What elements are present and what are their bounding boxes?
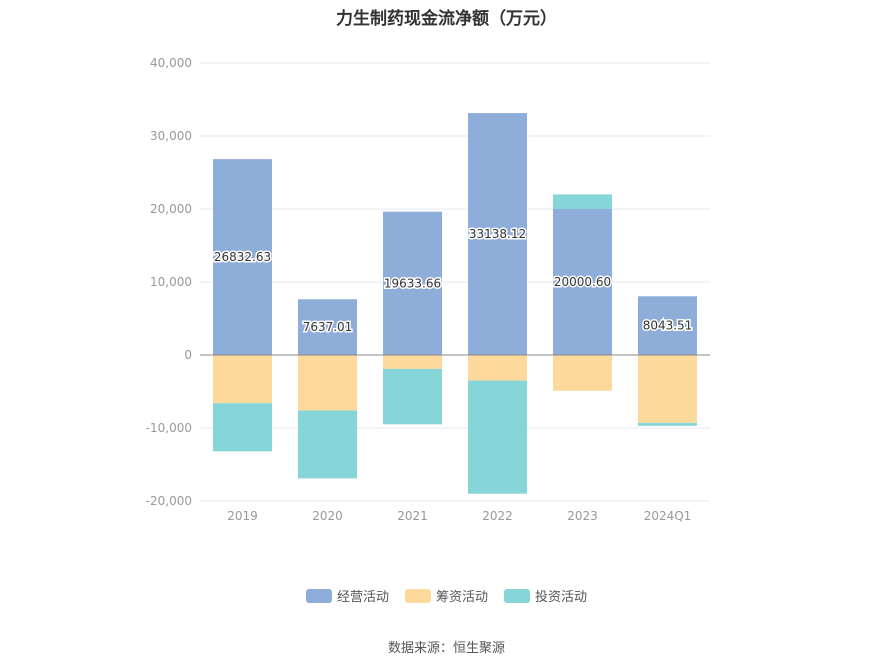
bar-segment (468, 380, 527, 494)
bar-segment (638, 355, 697, 423)
legend-label: 投资活动 (535, 590, 588, 605)
data-label: 20000.60 (554, 275, 611, 289)
bar-segment (468, 355, 527, 381)
legend-swatch (504, 588, 530, 603)
x-tick-label: 2022 (482, 509, 513, 523)
bar-segment (213, 403, 272, 452)
chart-title: 力生制药现金流净额（万元） (336, 9, 557, 29)
legend-swatch (404, 588, 431, 603)
bar-segment (468, 113, 527, 355)
data-label: 19633.66 (384, 276, 441, 290)
x-tick-label: 2019 (227, 509, 258, 523)
legend-label: 经营活动 (336, 590, 389, 605)
bar-segment (638, 296, 697, 355)
data-labels: 26832.63 7637.01 19633.66 33138.12 20000.60 8… (212, 226, 693, 336)
legend-item[interactable]: 投资活动 (504, 586, 587, 605)
bar-segment (553, 194, 612, 209)
bar-segment (298, 355, 357, 411)
legend-label: 筹资活动 (435, 590, 488, 605)
y-tick-label: 40,000 (150, 56, 192, 70)
y-tick-label: -10,000 (146, 421, 192, 435)
data-label: 8043.51 (643, 319, 693, 333)
legend: 经营活动 筹资活动 投资活动 (0, 586, 893, 605)
legend-swatch (305, 588, 332, 603)
data-label: 26832.63 (214, 250, 271, 264)
data-label: 7637.01 (303, 320, 353, 334)
data-label: 33138.12 (469, 227, 526, 241)
bar-segment (383, 355, 442, 369)
bar-segment (213, 159, 272, 355)
bar-segment (383, 211, 442, 355)
bar-segment (298, 299, 357, 355)
y-tick-label: 30,000 (150, 129, 192, 143)
legend-item[interactable]: 经营活动 (305, 586, 389, 605)
data-source-note: 数据来源：恒生聚源 (387, 641, 505, 656)
y-tick-label: 20,000 (150, 202, 192, 216)
x-tick-label: 2021 (397, 509, 428, 523)
bar-segment (213, 355, 272, 404)
y-tick-label: 10,000 (150, 275, 192, 289)
bar-segment (298, 410, 357, 479)
x-tick-label: 2024Q1 (644, 509, 692, 523)
y-tick-label: -20,000 (146, 494, 192, 508)
x-tick-label: 2023 (567, 509, 598, 523)
bar-segment (553, 355, 612, 391)
axes: -20,000 -10,000 0 10,000 20,000 30,000 40,000 2… (146, 56, 710, 523)
grid-lines (200, 62, 710, 502)
legend-item[interactable]: 筹资活动 (404, 586, 488, 605)
bar-segment (553, 208, 612, 355)
bar-segment (638, 422, 697, 426)
bar-segment (383, 368, 442, 425)
y-tick-label: 0 (184, 348, 192, 362)
x-tick-label: 2020 (312, 509, 343, 523)
bars (213, 113, 697, 494)
